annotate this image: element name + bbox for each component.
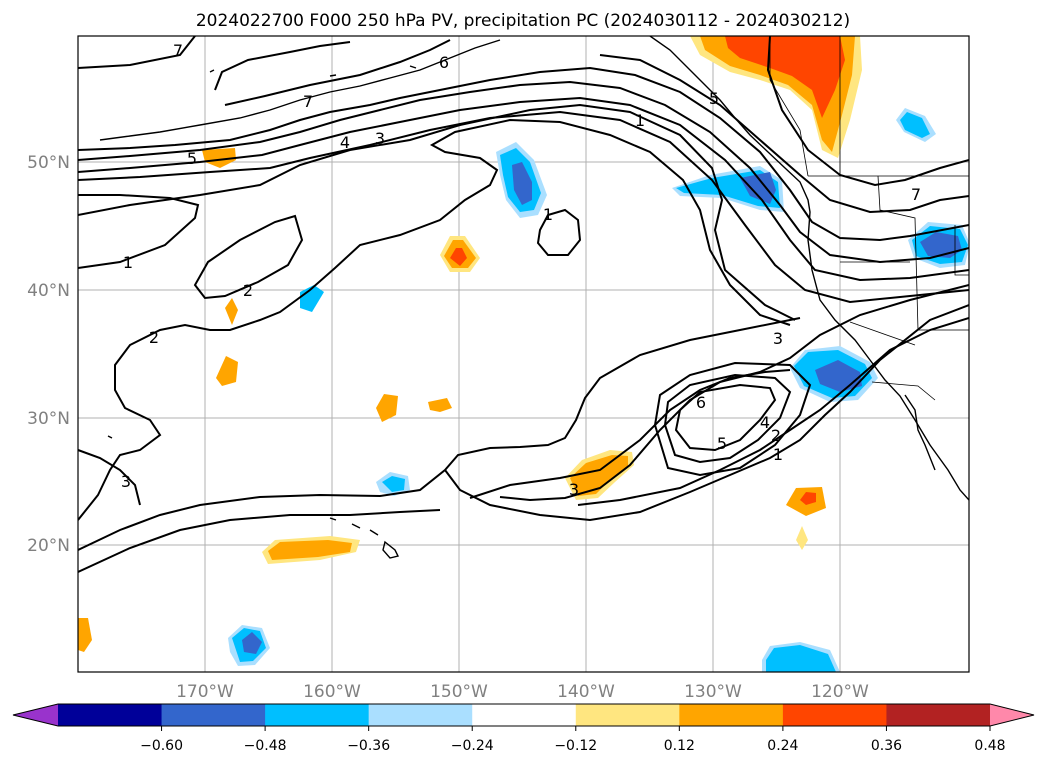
- contour-label: 6: [439, 53, 449, 72]
- contour-label: 1: [543, 205, 553, 224]
- contour-label: 5: [717, 434, 727, 453]
- contour-label: 7: [173, 41, 183, 60]
- colorbar-cell: [886, 704, 991, 726]
- longitude-labels: 170°W 160°W 150°W 140°W 130°W 120°W: [176, 682, 869, 702]
- colorbar-ticks: −0.60 −0.48 −0.36 −0.24 −0.12 0.12 0.24 0.36 0.4…: [140, 726, 1006, 754]
- map-content: [78, 36, 969, 672]
- colorbar-cell: [782, 704, 887, 726]
- precip-positive-shading: [78, 36, 862, 652]
- contour-label: 4: [760, 413, 770, 432]
- contour-labels: 7 6 7 5 4 3 1 1 2 2 3 3 6 5 4 2 1 3 1 5 …: [121, 41, 921, 499]
- colorbar-tick-label: 0.12: [664, 738, 695, 754]
- lat-label: 50°N: [27, 153, 70, 173]
- contour-label: 4: [340, 133, 350, 152]
- contour-label: 1: [773, 445, 783, 464]
- lon-label: 140°W: [557, 682, 615, 702]
- figure-title: 2024022700 F000 250 hPa PV, precipitatio…: [196, 11, 850, 31]
- lon-label: 120°W: [811, 682, 869, 702]
- contour-label: 7: [911, 185, 921, 204]
- colorbar-cells: [58, 704, 991, 726]
- colorbar-cell: [265, 704, 370, 726]
- contour-label: 3: [569, 480, 579, 499]
- precip-negative-shading: [228, 108, 969, 672]
- colorbar-cell: [58, 704, 163, 726]
- colorbar-extend-high: [990, 704, 1034, 726]
- contour-label: 1: [123, 253, 133, 272]
- contour-label: 2: [771, 426, 781, 445]
- lon-label: 160°W: [303, 682, 361, 702]
- contour-label: 6: [696, 393, 706, 412]
- latitude-labels: 50°N 40°N 30°N 20°N: [27, 153, 70, 556]
- colorbar-tick-label: 0.48: [974, 738, 1005, 754]
- contour-label: 5: [709, 89, 719, 108]
- contour-label: 2: [149, 328, 159, 347]
- contour-label: 3: [121, 472, 131, 491]
- colorbar-tick-label: 0.24: [767, 738, 798, 754]
- colorbar-cell: [575, 704, 680, 726]
- colorbar-cell: [472, 704, 577, 726]
- lon-label: 150°W: [430, 682, 488, 702]
- colorbar-tick-label: −0.24: [451, 738, 494, 754]
- lat-label: 30°N: [27, 409, 70, 429]
- pv-contours: [78, 36, 969, 573]
- colorbar-tick-label: −0.48: [244, 738, 287, 754]
- colorbar-cell: [679, 704, 784, 726]
- lat-label: 20°N: [27, 536, 70, 556]
- contour-label: 5: [187, 149, 197, 168]
- contour-label: 2: [243, 281, 253, 300]
- colorbar-tick-label: 0.36: [871, 738, 902, 754]
- colorbar: −0.60 −0.48 −0.36 −0.24 −0.12 0.12 0.24 0.36 0.4…: [12, 703, 1035, 754]
- contour-label: 1: [635, 111, 645, 130]
- contour-label: 3: [375, 129, 385, 148]
- colorbar-tick-label: −0.36: [347, 738, 390, 754]
- colorbar-tick-label: −0.12: [554, 738, 597, 754]
- political-borders: [769, 36, 969, 401]
- contour-label: 3: [773, 329, 783, 348]
- colorbar-cell: [368, 704, 473, 726]
- coastlines: [99, 36, 969, 559]
- lon-label: 170°W: [176, 682, 234, 702]
- colorbar-cell: [161, 704, 266, 726]
- colorbar-outline: [12, 703, 1035, 727]
- contour-label: 7: [303, 92, 313, 111]
- map-frame: [77, 35, 970, 673]
- colorbar-extend-low: [13, 704, 58, 726]
- colorbar-tick-label: −0.60: [140, 738, 183, 754]
- lat-label: 40°N: [27, 281, 70, 301]
- lon-label: 130°W: [684, 682, 742, 702]
